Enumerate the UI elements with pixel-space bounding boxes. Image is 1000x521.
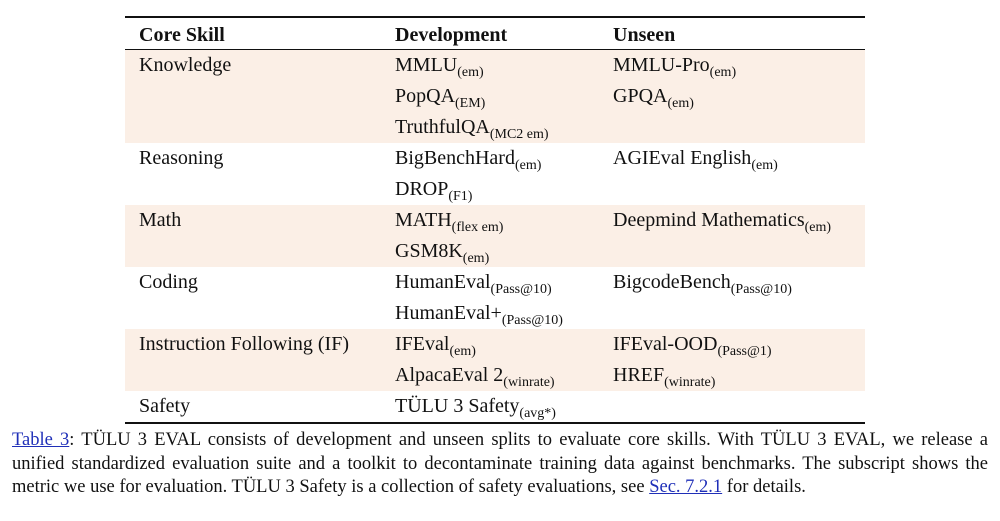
core-skill-label: Knowledge bbox=[139, 54, 232, 76]
development-benchmark: AlpacaEval 2(winrate) bbox=[395, 360, 613, 391]
metric-subscript: (em) bbox=[804, 220, 832, 235]
metric-subscript: (em) bbox=[751, 158, 778, 173]
core-skill-label: Reasoning bbox=[139, 147, 224, 169]
benchmark-name: HumanEval bbox=[395, 271, 491, 293]
benchmark-name: GPQA bbox=[613, 85, 668, 107]
development-benchmark: HumanEval(Pass@10) bbox=[395, 267, 613, 298]
development-cell: BigBenchHard(em) DROP(F1) bbox=[395, 143, 613, 205]
table-row: Knowledge MMLU(em) PopQA(EM) TruthfulQA(MC2… bbox=[125, 49, 865, 143]
core-skill-cell: Knowledge bbox=[125, 49, 395, 143]
unseen-cell bbox=[613, 391, 865, 424]
core-skill-cell: Math bbox=[125, 205, 395, 267]
table-row: Instruction Following (IF) IFEval(em) Alpa… bbox=[125, 329, 865, 391]
benchmark-table: Core Skill Development Unseen Knowledge M… bbox=[125, 16, 865, 424]
benchmark-name: HumanEval+ bbox=[395, 302, 502, 324]
unseen-benchmark: AGIEval English(em) bbox=[613, 143, 865, 174]
caption-text-part-2: for details. bbox=[722, 477, 806, 497]
development-benchmark: TÜLU 3 Safety(avg*) bbox=[395, 391, 613, 422]
header-development: Development bbox=[395, 16, 613, 50]
header-core-skill: Core Skill bbox=[125, 16, 395, 50]
unseen-benchmark: HREF(winrate) bbox=[613, 360, 865, 391]
unseen-cell: Deepmind Mathematics(em) bbox=[613, 205, 865, 267]
development-benchmark: IFEval(em) bbox=[395, 329, 613, 360]
table-body: Knowledge MMLU(em) PopQA(EM) TruthfulQA(MC2… bbox=[125, 49, 865, 424]
unseen-benchmark: IFEval-OOD(Pass@1) bbox=[613, 329, 865, 360]
unseen-benchmark: BigcodeBench(Pass@10) bbox=[613, 267, 865, 298]
core-skill-label: Instruction Following (IF) bbox=[139, 333, 349, 355]
metric-subscript: (Pass@10) bbox=[490, 282, 552, 297]
unseen-benchmark: MMLU-Pro(em) bbox=[613, 50, 865, 81]
development-benchmark: HumanEval+(Pass@10) bbox=[395, 298, 613, 329]
benchmark-name: TÜLU 3 Safety bbox=[395, 395, 520, 417]
unseen-cell: MMLU-Pro(em) GPQA(em) bbox=[613, 49, 865, 143]
caption-text-part-1: : TÜLU 3 EVAL consists of development an… bbox=[12, 430, 988, 497]
metric-subscript: (Pass@10) bbox=[501, 313, 563, 328]
benchmark-name: AlpacaEval 2 bbox=[395, 364, 504, 386]
development-benchmark: DROP(F1) bbox=[395, 174, 613, 205]
metric-subscript: (em) bbox=[667, 96, 694, 111]
metric-subscript: (F1) bbox=[448, 189, 473, 204]
unseen-cell: BigcodeBench(Pass@10) bbox=[613, 267, 865, 329]
benchmark-name: BigcodeBench bbox=[613, 271, 731, 293]
metric-subscript: (em) bbox=[462, 251, 490, 266]
core-skill-cell: Coding bbox=[125, 267, 395, 329]
metric-subscript: (em) bbox=[457, 65, 484, 80]
table-row: Math MATH(flex em) GSM8K(em) Deepmind Mathe… bbox=[125, 205, 865, 267]
development-cell: HumanEval(Pass@10) HumanEval+(Pass@10) bbox=[395, 267, 613, 329]
metric-subscript: (EM) bbox=[455, 96, 486, 111]
core-skill-label: Math bbox=[139, 209, 182, 231]
benchmark-table-container: Core Skill Development Unseen Knowledge M… bbox=[125, 16, 865, 424]
benchmark-name: PopQA bbox=[395, 85, 456, 107]
table-row: Coding HumanEval(Pass@10) HumanEval+(Pass@… bbox=[125, 267, 865, 329]
core-skill-cell: Safety bbox=[125, 391, 395, 424]
table-reference-link[interactable]: Table 3 bbox=[12, 430, 70, 450]
metric-subscript: (winrate) bbox=[503, 375, 555, 390]
unseen-cell: IFEval-OOD(Pass@1) HREF(winrate) bbox=[613, 329, 865, 391]
benchmark-name: IFEval-OOD bbox=[613, 333, 718, 355]
table-caption: Table 3: TÜLU 3 EVAL consists of develop… bbox=[12, 429, 988, 500]
core-skill-label: Coding bbox=[139, 271, 198, 293]
benchmark-name: GSM8K bbox=[395, 240, 463, 262]
metric-subscript: (Pass@1) bbox=[717, 344, 772, 359]
development-benchmark: TruthfulQA(MC2 em) bbox=[395, 112, 613, 143]
benchmark-name: TruthfulQA bbox=[395, 116, 490, 138]
development-benchmark: MMLU(em) bbox=[395, 50, 613, 81]
metric-subscript: (winrate) bbox=[664, 375, 716, 390]
benchmark-name: HREF bbox=[613, 364, 665, 386]
development-cell: MATH(flex em) GSM8K(em) bbox=[395, 205, 613, 267]
metric-subscript: (MC2 em) bbox=[489, 127, 549, 142]
unseen-cell: AGIEval English(em) bbox=[613, 143, 865, 205]
core-skill-cell: Instruction Following (IF) bbox=[125, 329, 395, 391]
benchmark-name: MATH bbox=[395, 209, 452, 231]
development-cell: IFEval(em) AlpacaEval 2(winrate) bbox=[395, 329, 613, 391]
unseen-benchmark: GPQA(em) bbox=[613, 81, 865, 112]
development-cell: TÜLU 3 Safety(avg*) bbox=[395, 391, 613, 424]
metric-subscript: (em) bbox=[709, 65, 737, 80]
core-skill-cell: Reasoning bbox=[125, 143, 395, 205]
section-reference-link[interactable]: Sec. 7.2.1 bbox=[649, 477, 723, 497]
benchmark-name: IFEval bbox=[395, 333, 450, 355]
metric-subscript: (em) bbox=[449, 344, 476, 359]
development-benchmark: GSM8K(em) bbox=[395, 236, 613, 267]
metric-subscript: (flex em) bbox=[451, 220, 504, 235]
metric-subscript: (Pass@10) bbox=[730, 282, 792, 297]
benchmark-name: MMLU-Pro bbox=[613, 54, 710, 76]
table-row: Safety TÜLU 3 Safety(avg*) bbox=[125, 391, 865, 424]
benchmark-name: DROP bbox=[395, 178, 449, 200]
table-header-row: Core Skill Development Unseen bbox=[125, 16, 865, 50]
benchmark-name: BigBenchHard bbox=[395, 147, 515, 169]
metric-subscript: (em) bbox=[514, 158, 542, 173]
development-benchmark: BigBenchHard(em) bbox=[395, 143, 613, 174]
development-benchmark: MATH(flex em) bbox=[395, 205, 613, 236]
development-cell: MMLU(em) PopQA(EM) TruthfulQA(MC2 em) bbox=[395, 49, 613, 143]
unseen-benchmark: Deepmind Mathematics(em) bbox=[613, 205, 865, 236]
core-skill-label: Safety bbox=[139, 395, 191, 417]
development-benchmark: PopQA(EM) bbox=[395, 81, 613, 112]
table-row: Reasoning BigBenchHard(em) DROP(F1) AGIEval… bbox=[125, 143, 865, 205]
benchmark-name: AGIEval English bbox=[613, 147, 752, 169]
benchmark-name: MMLU bbox=[395, 54, 458, 76]
benchmark-name: Deepmind Mathematics bbox=[613, 209, 805, 231]
metric-subscript: (avg*) bbox=[519, 406, 556, 421]
header-unseen: Unseen bbox=[613, 16, 865, 50]
